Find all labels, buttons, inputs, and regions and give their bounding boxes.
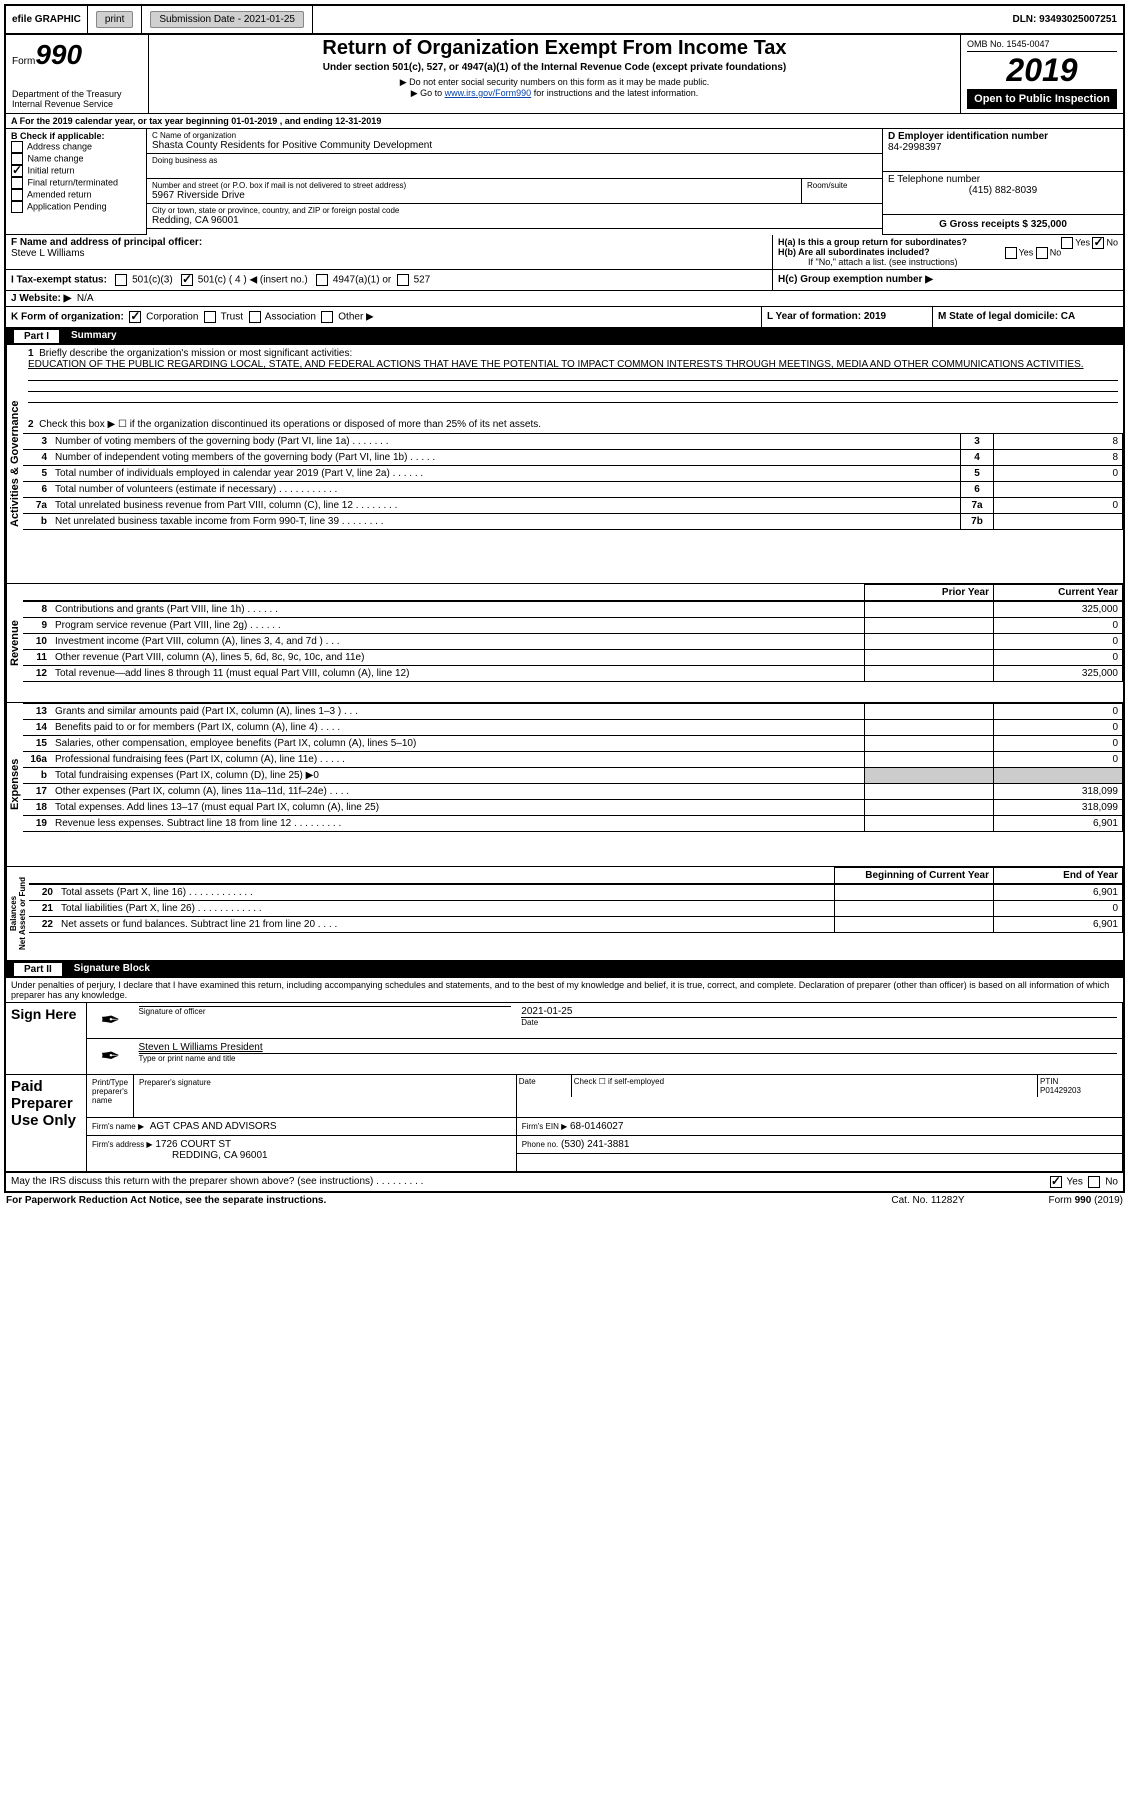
cat-no: Cat. No. 11282Y	[853, 1195, 1003, 1206]
irs-link[interactable]: www.irs.gov/Form990	[445, 88, 532, 98]
firm-name: AGT CPAS AND ADVISORS	[150, 1121, 277, 1132]
top-bar: efile GRAPHIC print Submission Date - 20…	[6, 6, 1123, 35]
submission-date-button[interactable]: Submission Date - 2021-01-25	[150, 11, 304, 28]
header-left: Form990 Department of the Treasury Inter…	[6, 35, 149, 113]
form-title: Return of Organization Exempt From Incom…	[155, 37, 954, 60]
hb-yes[interactable]	[1005, 247, 1017, 259]
i-527[interactable]	[397, 274, 409, 286]
org-name: Shasta County Residents for Positive Com…	[152, 140, 877, 151]
discuss-no[interactable]	[1088, 1176, 1100, 1188]
checkbox-amended[interactable]	[11, 189, 23, 201]
vlabel-revenue: Revenue	[6, 584, 23, 702]
ein-value: 84-2998397	[888, 142, 941, 153]
vlabel-governance: Activities & Governance	[6, 345, 23, 583]
dln-label: DLN: 93493025007251	[1012, 14, 1117, 25]
firm-ein: 68-0146027	[570, 1121, 623, 1132]
open-public-badge: Open to Public Inspection	[967, 89, 1117, 109]
checkbox-final-return[interactable]	[11, 177, 23, 189]
vlabel-expenses: Expenses	[6, 703, 23, 866]
ptin-value: P01429203	[1040, 1086, 1081, 1095]
paperwork-notice: For Paperwork Reduction Act Notice, see …	[6, 1195, 326, 1206]
vlabel-netassets: Net Assets or Fund Balances	[6, 867, 29, 960]
ha-no[interactable]	[1092, 237, 1104, 249]
officer-name: Steve L Williams	[11, 248, 85, 259]
sign-here-label: Sign Here	[6, 1003, 87, 1075]
pen-icon: ✒	[87, 1039, 134, 1075]
pen-icon: ✒	[87, 1003, 134, 1039]
header-center: Return of Organization Exempt From Incom…	[149, 35, 960, 113]
mission-text: EDUCATION OF THE PUBLIC REGARDING LOCAL,…	[28, 359, 1084, 370]
firm-phone: (530) 241-3881	[561, 1139, 629, 1150]
org-city: Redding, CA 96001	[152, 215, 877, 226]
paid-preparer-label: Paid Preparer Use Only	[6, 1075, 87, 1172]
website-value: N/A	[77, 293, 94, 304]
ha-yes[interactable]	[1061, 237, 1073, 249]
efile-label: efile GRAPHIC	[6, 6, 88, 33]
k-corp[interactable]	[129, 311, 141, 323]
officer-printed-name: Steven L Williams President	[139, 1042, 1117, 1053]
checkbox-address-change[interactable]	[11, 141, 23, 153]
discuss-yes[interactable]	[1050, 1176, 1062, 1188]
form-number: 990	[35, 39, 82, 70]
firm-addr1: 1726 COURT ST	[155, 1139, 231, 1150]
header-right: OMB No. 1545-0047 2019 Open to Public In…	[960, 35, 1123, 113]
period-line: A For the 2019 calendar year, or tax yea…	[6, 114, 1123, 129]
part2-header: Part II Signature Block	[6, 961, 1123, 978]
i-501c[interactable]	[181, 274, 193, 286]
k-trust[interactable]	[204, 311, 216, 323]
firm-addr2: REDDING, CA 96001	[92, 1150, 268, 1161]
i-4947[interactable]	[316, 274, 328, 286]
penalty-text: Under penalties of perjury, I declare th…	[6, 978, 1123, 1002]
hb-no[interactable]	[1036, 247, 1048, 259]
k-assoc[interactable]	[249, 311, 261, 323]
checkbox-initial-return[interactable]	[11, 165, 23, 177]
checkbox-app-pending[interactable]	[11, 201, 23, 213]
gross-receipts: G Gross receipts $ 325,000	[939, 219, 1067, 230]
form-footer: Form 990 (2019)	[1003, 1195, 1123, 1206]
i-501c3[interactable]	[115, 274, 127, 286]
tax-year: 2019	[967, 52, 1117, 89]
phone-value: (415) 882-8039	[888, 185, 1118, 196]
org-address: 5967 Riverside Drive	[152, 190, 796, 201]
k-other[interactable]	[321, 311, 333, 323]
part1-header: Part I Summary	[6, 328, 1123, 345]
print-button[interactable]: print	[96, 11, 133, 28]
